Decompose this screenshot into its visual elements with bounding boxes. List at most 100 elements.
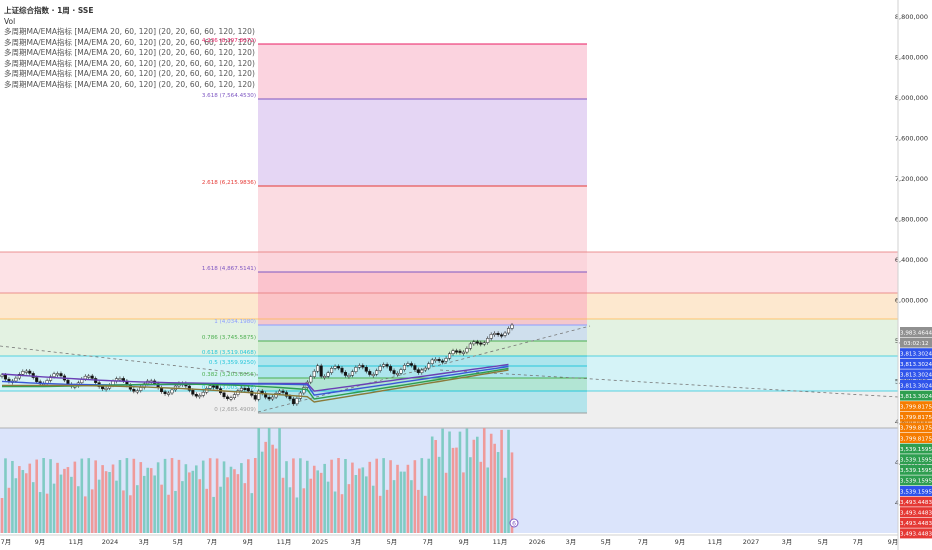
volume-bar	[444, 472, 448, 533]
volume-bar	[212, 496, 215, 533]
candle	[402, 365, 406, 370]
volume-bar	[21, 470, 25, 533]
candle	[118, 378, 122, 381]
candle	[288, 396, 292, 400]
x-axis-tick-label: 5月	[818, 538, 829, 546]
candle	[347, 375, 351, 378]
candle	[326, 372, 330, 377]
volume-bar	[455, 447, 458, 533]
volume-bar	[63, 468, 66, 533]
candle	[101, 386, 105, 390]
volume-label[interactable]: Vol	[4, 16, 16, 26]
volume-bar	[250, 493, 254, 533]
candle	[375, 370, 379, 375]
candle	[0, 374, 4, 377]
candle	[454, 350, 459, 353]
fib-level-label: 0.618 (3,519.0468)	[202, 350, 256, 356]
volume-bar	[382, 458, 385, 533]
candle	[35, 377, 39, 382]
price-badge-label: 3,493.4483	[900, 532, 932, 538]
candle	[496, 332, 500, 335]
volume-bar	[56, 462, 59, 533]
volume-bar	[479, 461, 483, 533]
volume-bar	[0, 498, 4, 533]
volume-bar	[420, 458, 424, 533]
volume-bar	[507, 429, 510, 533]
price-badge	[900, 380, 932, 390]
candle	[489, 334, 493, 339]
volume-bar	[24, 473, 28, 533]
candle	[357, 365, 361, 368]
indicator-legend-3[interactable]: 多周期MA/EMA指标 [MA/EMA 20, 60, 120] (20, 20…	[4, 48, 255, 57]
volume-bar	[493, 443, 496, 533]
volume-bar	[163, 458, 167, 533]
volume-bar	[198, 479, 202, 533]
price-badge	[900, 337, 932, 348]
volume-bar	[115, 480, 118, 533]
candle	[257, 390, 261, 400]
x-axis-tick-label: 9月	[459, 538, 470, 546]
volume-bar	[45, 493, 49, 533]
y-axis-tick-label: 6,800,000	[895, 216, 928, 224]
x-axis-tick-label: 11月	[277, 538, 292, 546]
volume-bar	[142, 475, 146, 533]
price-badge	[900, 348, 932, 359]
chart-legend: 上证综合指数 · 1周 · SSE Vol 多周期MA/EMA指标 [MA/EM…	[4, 6, 255, 90]
volume-bar	[66, 467, 70, 533]
volume-bar	[441, 428, 444, 533]
volume-bar	[371, 485, 375, 533]
volume-bar	[267, 428, 271, 533]
volume-bar	[476, 436, 479, 533]
x-axis-tick-label: 9月	[888, 538, 899, 546]
candle	[486, 338, 490, 343]
indicator-legend-2[interactable]: 多周期MA/EMA指标 [MA/EMA 20, 60, 120] (20, 20…	[4, 37, 255, 47]
price-badge	[900, 443, 932, 454]
candle	[170, 389, 174, 394]
y-axis-tick-label: 6,400,000	[895, 256, 928, 264]
candle	[90, 375, 94, 379]
candle	[340, 367, 344, 373]
candle	[350, 371, 354, 376]
price-badge	[900, 454, 932, 465]
indicator-legend-5[interactable]: 多周期MA/EMA指标 [MA/EMA 20, 60, 120] (20, 20…	[4, 69, 255, 78]
candle	[3, 374, 8, 380]
volume-bar	[389, 460, 392, 533]
volume-bar	[333, 491, 337, 533]
fib-level-label: 1.618 (4,867.5141)	[202, 266, 256, 272]
candle	[500, 334, 504, 337]
price-badge	[900, 496, 932, 507]
volume-bar	[302, 488, 306, 533]
fib-zone	[258, 325, 587, 341]
price-badge-label: 3,539.1595	[900, 468, 932, 474]
candle	[441, 360, 445, 363]
volume-bar	[292, 458, 295, 533]
volume-bar	[472, 439, 476, 533]
price-badge-label: 3,493.4483	[900, 511, 932, 517]
candle	[444, 358, 448, 362]
y-axis-tick-label: 7,200,000	[895, 175, 928, 183]
candle	[135, 390, 139, 393]
indicator-legend-6[interactable]: 多周期MA/EMA指标 [MA/EMA 20, 60, 120] (20, 20…	[4, 79, 255, 89]
volume-bar	[97, 479, 101, 533]
price-badge	[900, 464, 932, 475]
price-badge	[900, 411, 932, 422]
volume-bar	[28, 463, 32, 533]
indicator-legend-4[interactable]: 多周期MA/EMA指标 [MA/EMA 20, 60, 120] (20, 20…	[4, 58, 255, 68]
candle	[479, 342, 483, 345]
symbol-title[interactable]: 上证综合指数 · 1周 · SSE	[4, 6, 94, 15]
candle	[284, 392, 289, 397]
trend-line	[439, 369, 899, 398]
x-axis-tick-label: 11月	[493, 538, 508, 546]
volume-bar	[264, 441, 267, 533]
indicator-legend-1[interactable]: 多周期MA/EMA指标 [MA/EMA 20, 60, 120] (20, 20…	[4, 27, 255, 36]
candle	[208, 385, 212, 389]
candle	[309, 376, 313, 383]
x-axis-tick-label: 9月	[243, 538, 254, 546]
candle	[382, 364, 386, 367]
volume-bar	[101, 465, 104, 533]
volume-bar	[156, 462, 160, 533]
x-axis-tick-label: 11月	[69, 538, 84, 546]
volume-bar	[111, 464, 115, 533]
moving-average-line	[1, 365, 509, 396]
